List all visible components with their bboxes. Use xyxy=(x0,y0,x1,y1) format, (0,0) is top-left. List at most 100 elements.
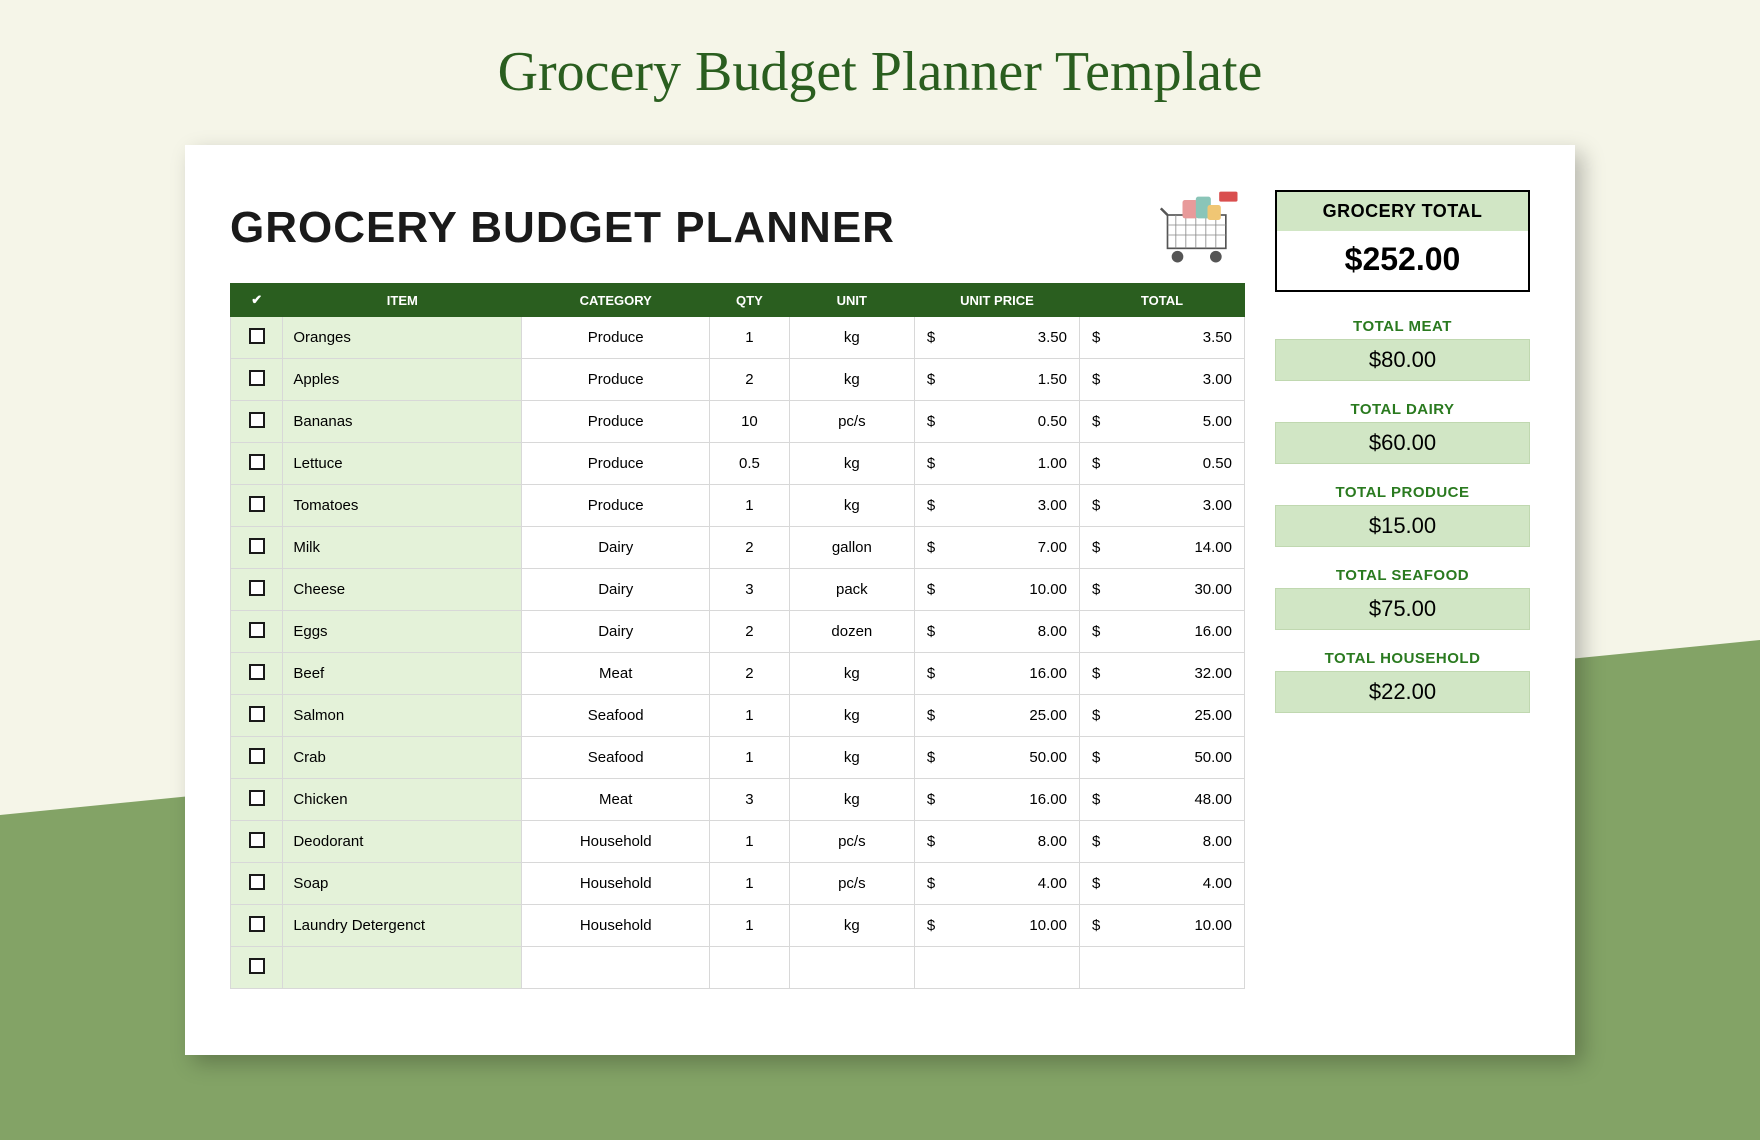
row-total-cell[interactable]: $48.00 xyxy=(1079,779,1244,821)
unit-price-cell[interactable]: $16.00 xyxy=(914,779,1079,821)
category-cell[interactable]: Meat xyxy=(522,779,710,821)
item-cell[interactable]: Bananas xyxy=(283,401,522,443)
qty-cell[interactable]: 10 xyxy=(710,401,790,443)
category-cell[interactable]: Meat xyxy=(522,653,710,695)
qty-cell[interactable]: 3 xyxy=(710,569,790,611)
qty-cell[interactable]: 0.5 xyxy=(710,443,790,485)
qty-cell[interactable]: 1 xyxy=(710,695,790,737)
unit-cell[interactable]: kg xyxy=(789,779,914,821)
qty-cell[interactable]: 1 xyxy=(710,317,790,359)
unit-price-cell[interactable] xyxy=(914,947,1079,989)
checkbox-icon[interactable] xyxy=(249,538,265,554)
row-total-cell[interactable]: $3.00 xyxy=(1079,485,1244,527)
checkbox-cell[interactable] xyxy=(231,695,283,737)
qty-cell[interactable]: 1 xyxy=(710,485,790,527)
unit-cell[interactable]: kg xyxy=(789,695,914,737)
qty-cell[interactable]: 3 xyxy=(710,779,790,821)
qty-cell[interactable]: 2 xyxy=(710,527,790,569)
qty-cell[interactable]: 1 xyxy=(710,821,790,863)
row-total-cell[interactable]: $30.00 xyxy=(1079,569,1244,611)
category-cell[interactable]: Household xyxy=(522,905,710,947)
checkbox-cell[interactable] xyxy=(231,401,283,443)
category-cell[interactable]: Seafood xyxy=(522,737,710,779)
checkbox-cell[interactable] xyxy=(231,905,283,947)
item-cell[interactable]: Chicken xyxy=(283,779,522,821)
checkbox-cell[interactable] xyxy=(231,317,283,359)
qty-cell[interactable]: 2 xyxy=(710,653,790,695)
unit-cell[interactable]: kg xyxy=(789,737,914,779)
checkbox-icon[interactable] xyxy=(249,622,265,638)
checkbox-cell[interactable] xyxy=(231,863,283,905)
row-total-cell[interactable]: $4.00 xyxy=(1079,863,1244,905)
checkbox-cell[interactable] xyxy=(231,359,283,401)
item-cell[interactable]: Lettuce xyxy=(283,443,522,485)
checkbox-icon[interactable] xyxy=(249,496,265,512)
unit-price-cell[interactable]: $4.00 xyxy=(914,863,1079,905)
qty-cell[interactable]: 1 xyxy=(710,905,790,947)
item-cell[interactable]: Laundry Detergenct xyxy=(283,905,522,947)
unit-price-cell[interactable]: $3.50 xyxy=(914,317,1079,359)
qty-cell[interactable]: 2 xyxy=(710,611,790,653)
checkbox-cell[interactable] xyxy=(231,443,283,485)
checkbox-icon[interactable] xyxy=(249,328,265,344)
unit-cell[interactable]: pc/s xyxy=(789,821,914,863)
item-cell[interactable] xyxy=(283,947,522,989)
unit-price-cell[interactable]: $8.00 xyxy=(914,821,1079,863)
unit-cell[interactable]: pc/s xyxy=(789,401,914,443)
row-total-cell[interactable]: $5.00 xyxy=(1079,401,1244,443)
category-cell[interactable] xyxy=(522,947,710,989)
item-cell[interactable]: Salmon xyxy=(283,695,522,737)
checkbox-cell[interactable] xyxy=(231,569,283,611)
unit-price-cell[interactable]: $25.00 xyxy=(914,695,1079,737)
row-total-cell[interactable]: $14.00 xyxy=(1079,527,1244,569)
checkbox-cell[interactable] xyxy=(231,821,283,863)
unit-price-cell[interactable]: $50.00 xyxy=(914,737,1079,779)
checkbox-icon[interactable] xyxy=(249,580,265,596)
row-total-cell[interactable]: $0.50 xyxy=(1079,443,1244,485)
qty-cell[interactable]: 2 xyxy=(710,359,790,401)
item-cell[interactable]: Soap xyxy=(283,863,522,905)
row-total-cell[interactable] xyxy=(1079,947,1244,989)
unit-cell[interactable]: kg xyxy=(789,485,914,527)
row-total-cell[interactable]: $10.00 xyxy=(1079,905,1244,947)
checkbox-cell[interactable] xyxy=(231,947,283,989)
checkbox-icon[interactable] xyxy=(249,706,265,722)
row-total-cell[interactable]: $3.50 xyxy=(1079,317,1244,359)
unit-price-cell[interactable]: $1.50 xyxy=(914,359,1079,401)
item-cell[interactable]: Oranges xyxy=(283,317,522,359)
unit-cell[interactable]: dozen xyxy=(789,611,914,653)
qty-cell[interactable]: 1 xyxy=(710,737,790,779)
unit-cell[interactable]: pc/s xyxy=(789,863,914,905)
checkbox-icon[interactable] xyxy=(249,370,265,386)
unit-cell[interactable]: kg xyxy=(789,443,914,485)
item-cell[interactable]: Eggs xyxy=(283,611,522,653)
checkbox-icon[interactable] xyxy=(249,874,265,890)
item-cell[interactable]: Deodorant xyxy=(283,821,522,863)
row-total-cell[interactable]: $25.00 xyxy=(1079,695,1244,737)
checkbox-icon[interactable] xyxy=(249,958,265,974)
unit-price-cell[interactable]: $16.00 xyxy=(914,653,1079,695)
checkbox-cell[interactable] xyxy=(231,527,283,569)
unit-price-cell[interactable]: $10.00 xyxy=(914,569,1079,611)
unit-price-cell[interactable]: $8.00 xyxy=(914,611,1079,653)
row-total-cell[interactable]: $3.00 xyxy=(1079,359,1244,401)
checkbox-icon[interactable] xyxy=(249,790,265,806)
unit-cell[interactable] xyxy=(789,947,914,989)
category-cell[interactable]: Produce xyxy=(522,443,710,485)
unit-cell[interactable]: kg xyxy=(789,359,914,401)
qty-cell[interactable] xyxy=(710,947,790,989)
item-cell[interactable]: Apples xyxy=(283,359,522,401)
item-cell[interactable]: Cheese xyxy=(283,569,522,611)
row-total-cell[interactable]: $50.00 xyxy=(1079,737,1244,779)
checkbox-cell[interactable] xyxy=(231,485,283,527)
checkbox-icon[interactable] xyxy=(249,454,265,470)
unit-cell[interactable]: pack xyxy=(789,569,914,611)
checkbox-cell[interactable] xyxy=(231,653,283,695)
unit-cell[interactable]: kg xyxy=(789,905,914,947)
item-cell[interactable]: Milk xyxy=(283,527,522,569)
row-total-cell[interactable]: $16.00 xyxy=(1079,611,1244,653)
category-cell[interactable]: Household xyxy=(522,863,710,905)
checkbox-icon[interactable] xyxy=(249,664,265,680)
item-cell[interactable]: Crab xyxy=(283,737,522,779)
unit-price-cell[interactable]: $7.00 xyxy=(914,527,1079,569)
